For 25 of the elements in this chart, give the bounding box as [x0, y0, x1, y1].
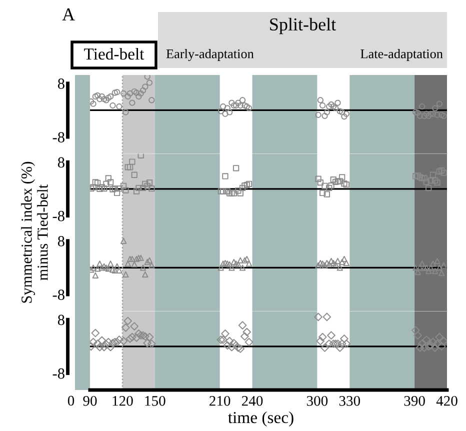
x-tick-label: 420	[436, 396, 458, 406]
y-tick-label: 8	[58, 314, 64, 326]
y-tick-label: 8	[58, 157, 64, 168]
x-tick-label: 120	[112, 396, 133, 406]
y-tick-label: -8	[52, 368, 64, 379]
text: Early-adaptation	[166, 49, 254, 61]
text: Tied-belt	[84, 48, 144, 60]
chart-title: A	[62, 8, 75, 20]
x-tick-label: 330	[339, 396, 360, 406]
text: 0	[68, 396, 74, 406]
text: Split-belt	[270, 18, 336, 34]
x-tick-label: 300	[306, 396, 328, 406]
y-tick-label: 8	[58, 236, 64, 246]
x-tick-label: 90	[83, 396, 97, 406]
y-tick-label: 8	[58, 78, 64, 89]
text: Late-adaptation	[360, 49, 443, 61]
x-tick-label: 210	[210, 396, 230, 406]
y-tick-label: -8	[52, 210, 64, 222]
x-axis-title: time (sec)	[228, 411, 294, 427]
x-tick-label: 390	[404, 396, 425, 406]
y-axis-title: Symmetrical index (%) minus Tied-belt	[21, 162, 48, 303]
y-tick-label: -8	[52, 132, 64, 142]
x-tick-label: 150	[145, 396, 166, 406]
x-tick-label: 240	[242, 396, 263, 406]
y-tick-label: -8	[52, 290, 64, 300]
